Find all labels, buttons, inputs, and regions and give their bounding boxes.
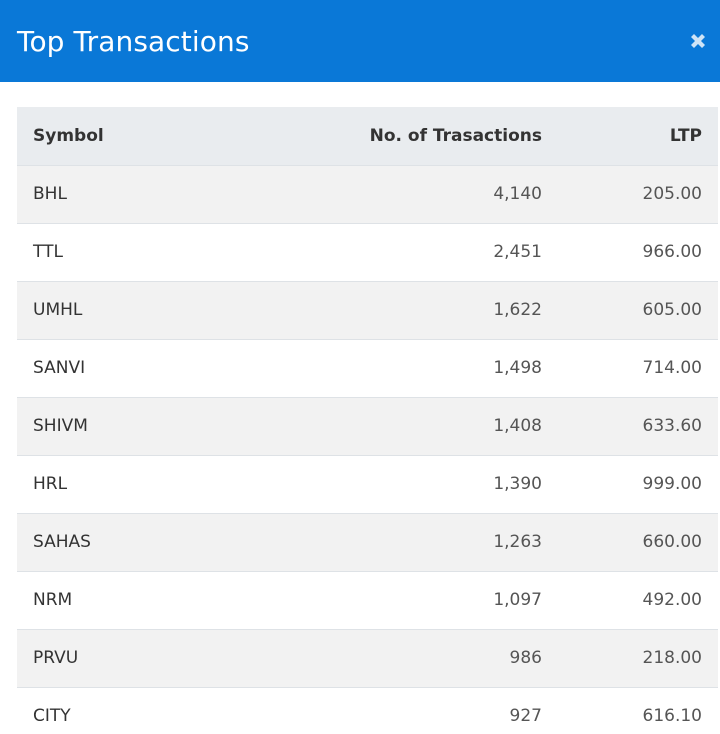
table-row: NRM 1,097 492.00: [17, 570, 718, 629]
table-row: PRVU 986 218.00: [17, 628, 718, 687]
cell-transactions: 1,390: [237, 454, 558, 513]
cell-symbol: NRM: [17, 570, 237, 629]
table-row: SANVI 1,498 714.00: [17, 338, 718, 397]
table-body: BHL 4,140 205.00 TTL 2,451 966.00 UMHL 1…: [17, 164, 718, 734]
close-icon: [691, 34, 705, 48]
cell-ltp: 205.00: [558, 164, 718, 223]
cell-transactions: 1,622: [237, 280, 558, 339]
cell-ltp: 492.00: [558, 570, 718, 629]
table-row: UMHL 1,622 605.00: [17, 280, 718, 339]
cell-ltp: 633.60: [558, 396, 718, 455]
cell-ltp: 660.00: [558, 512, 718, 571]
cell-symbol: UMHL: [17, 280, 237, 339]
header-symbol: Symbol: [33, 125, 104, 146]
cell-ltp: 999.00: [558, 454, 718, 513]
cell-transactions: 986: [237, 628, 558, 687]
cell-symbol: SHIVM: [17, 396, 237, 455]
header-ltp: LTP: [669, 125, 702, 146]
cell-symbol: SANVI: [17, 338, 237, 397]
cell-transactions: 1,408: [237, 396, 558, 455]
table-row: CITY 927 616.10: [17, 686, 718, 734]
table-row: TTL 2,451 966.00: [17, 222, 718, 281]
table-row: SHIVM 1,408 633.60: [17, 396, 718, 455]
cell-transactions: 927: [237, 686, 558, 734]
table-row: HRL 1,390 999.00: [17, 454, 718, 513]
cell-ltp: 714.00: [558, 338, 718, 397]
header-row: Symbol No. of Trasactions LTP: [17, 107, 718, 165]
cell-transactions: 1,097: [237, 570, 558, 629]
transactions-table: Symbol No. of Trasactions LTP BHL 4,140 …: [17, 107, 718, 734]
close-button[interactable]: [680, 0, 720, 82]
cell-ltp: 605.00: [558, 280, 718, 339]
modal-body: Symbol No. of Trasactions LTP BHL 4,140 …: [0, 82, 720, 734]
cell-symbol: TTL: [17, 222, 237, 281]
table-row: SAHAS 1,263 660.00: [17, 512, 718, 571]
cell-transactions: 1,263: [237, 512, 558, 571]
cell-ltp: 966.00: [558, 222, 718, 281]
cell-symbol: HRL: [17, 454, 237, 513]
cell-transactions: 1,498: [237, 338, 558, 397]
table-row: BHL 4,140 205.00: [17, 164, 718, 223]
cell-transactions: 2,451: [237, 222, 558, 281]
cell-symbol: SAHAS: [17, 512, 237, 571]
cell-symbol: CITY: [17, 686, 237, 734]
cell-symbol: BHL: [17, 164, 237, 223]
cell-ltp: 218.00: [558, 628, 718, 687]
modal-header: Top Transactions: [0, 0, 720, 82]
modal-title: Top Transactions: [17, 24, 250, 58]
header-transactions: No. of Trasactions: [369, 125, 542, 146]
table-header: Symbol No. of Trasactions LTP: [17, 107, 718, 165]
cell-ltp: 616.10: [558, 686, 718, 734]
cell-symbol: PRVU: [17, 628, 237, 687]
cell-transactions: 4,140: [237, 164, 558, 223]
